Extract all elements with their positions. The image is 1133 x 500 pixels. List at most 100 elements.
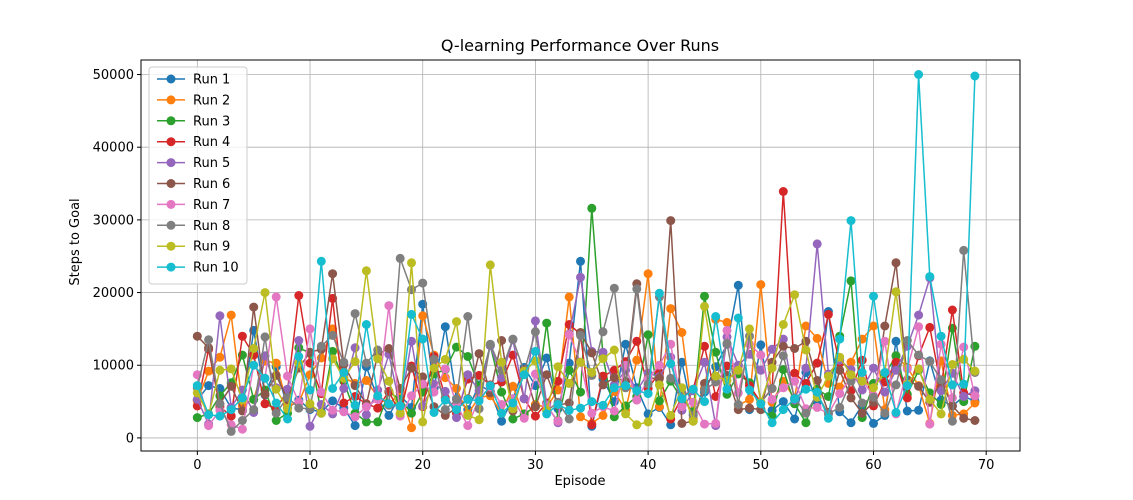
data-point [328,269,338,279]
data-point [778,320,788,329]
series-10 [192,70,980,428]
data-point [215,311,225,321]
data-point [553,400,563,409]
data-point [339,398,349,408]
data-point [778,383,788,393]
series-line [196,219,976,425]
data-point [564,405,574,415]
legend-swatch-marker [166,179,176,188]
data-point [576,357,585,367]
data-point [914,364,924,374]
data-point [869,363,878,373]
x-axis-title: Episode [554,474,605,489]
data-point [215,352,225,362]
data-point [677,357,687,367]
data-point [970,416,980,425]
data-point [204,410,214,420]
data-point [925,357,935,367]
data-point [373,354,383,364]
data-point [485,260,495,270]
data-point [598,400,608,410]
data-point [587,397,597,407]
legend-entry: Run 5 [157,156,230,171]
data-point [722,361,732,371]
legend-label: Run 4 [193,135,230,150]
x-tick-label: 0 [193,458,201,473]
data-point [677,418,687,428]
data-point [891,287,901,297]
data-point [350,412,360,422]
data-point [621,381,631,391]
data-point [204,366,214,376]
data-point [677,402,687,412]
data-point [316,256,326,266]
chart-title: Q-learning Performance Over Runs [441,36,719,55]
data-point [350,421,360,431]
legend-entry: Run 1 [157,73,230,88]
data-point [722,325,732,335]
data-point [688,384,698,394]
legend-label: Run 5 [193,156,230,171]
data-point [801,345,811,355]
data-point [654,380,664,390]
data-point [237,331,247,341]
data-point [745,385,754,395]
data-point [237,416,247,425]
data-point [790,414,800,424]
data-point [440,405,450,415]
data-point [654,373,664,383]
data-point [902,393,912,403]
data-point [192,331,202,341]
data-point [621,339,631,349]
data-point [564,378,574,388]
data-point [249,302,259,312]
data-point [440,354,450,364]
axis-ticks: 0 10 20 30 40 50 60 70 0 10000 20000 30000 40000 5000… [93,68,995,473]
data-point [812,239,822,249]
data-point [463,394,473,404]
data-point [192,381,202,391]
data-point [722,376,732,385]
data-point [891,380,901,390]
data-point [902,336,912,345]
data-point [553,385,563,395]
data-point [947,393,957,403]
data-point [519,370,529,380]
data-point [373,403,383,413]
data-point [880,368,890,377]
data-point [688,416,698,426]
data-point [328,405,338,415]
data-point [756,280,766,290]
data-point [880,408,890,418]
data-point [249,405,259,415]
data-point [305,421,315,431]
data-point [497,408,507,418]
data-point [936,331,946,341]
data-point [474,404,484,414]
data-point [553,376,563,386]
data-point [970,391,980,401]
data-point [700,341,709,351]
data-point [643,389,653,399]
data-point [463,352,473,361]
data-point [925,394,935,404]
data-point [542,353,552,363]
data-point [598,354,608,364]
data-point [778,187,788,196]
data-point [733,400,743,409]
y-tick-label: 40000 [93,141,134,156]
data-point [632,284,642,294]
data-point [632,420,642,430]
data-point [384,376,394,386]
data-point [316,341,326,351]
data-point [801,408,811,418]
data-point [260,399,270,409]
data-point [542,409,552,419]
data-point [733,313,743,323]
data-point [508,334,518,344]
data-point [339,384,349,393]
data-point [846,376,856,386]
data-point [823,413,833,423]
data-point [666,373,676,383]
data-point [654,360,664,370]
